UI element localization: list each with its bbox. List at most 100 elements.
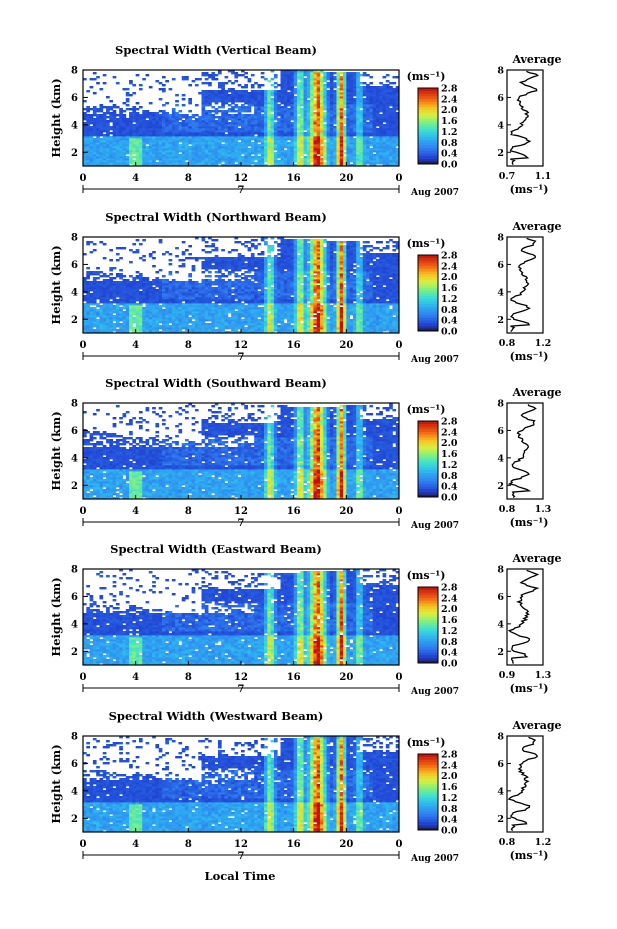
heatmap-cell (313, 86, 318, 89)
heatmap-cell (313, 78, 318, 81)
heatmap-cell (270, 132, 275, 135)
heatmap-cell (385, 74, 390, 77)
heatmap-cell (237, 96, 242, 99)
heatmap-cell (138, 150, 143, 153)
heatmap-cell (257, 158, 262, 161)
heatmap-cell (333, 110, 337, 113)
heatmap-cell (296, 90, 301, 93)
heatmap-cell (273, 98, 278, 101)
heatmap-cell (254, 124, 258, 127)
heatmap-cell (333, 100, 337, 103)
heatmap-cell (162, 309, 166, 312)
heatmap-cell (204, 126, 209, 129)
heatmap-cell (244, 154, 248, 157)
heatmap-cell (346, 116, 351, 119)
heatmap-cell (316, 94, 321, 97)
heatmap-cell (287, 84, 291, 87)
heatmap-cell (211, 92, 216, 95)
heatmap-cell (250, 114, 255, 117)
heatmap-cell (264, 148, 268, 151)
heatmap-cell (185, 128, 189, 131)
heatmap-cell (277, 144, 281, 147)
heatmap-cell (326, 156, 331, 159)
heatmap-cell (181, 241, 186, 244)
heatmap-cell (145, 136, 150, 139)
heatmap-cell (290, 142, 295, 145)
heatmap-cell (155, 80, 160, 83)
heatmap-cell (320, 150, 324, 153)
heatmap-cell (178, 116, 183, 119)
heatmap-cell (125, 92, 130, 95)
heatmap-cell (138, 140, 143, 143)
heatmap-cell (329, 80, 334, 83)
heatmap-cell (162, 76, 166, 79)
heatmap-cell (204, 110, 209, 113)
heatmap-cell (293, 78, 298, 81)
heatmap-cell (135, 112, 140, 115)
heatmap-cell (283, 138, 288, 141)
heatmap-cell (352, 116, 357, 119)
heatmap-cell (329, 156, 334, 159)
heatmap-cell (359, 164, 364, 167)
heatmap-cell (224, 156, 229, 159)
heatmap-cell (241, 156, 245, 159)
heatmap-cell (260, 162, 265, 165)
heatmap-cell (83, 118, 87, 121)
heatmap-cell (244, 122, 248, 125)
heatmap-cell (369, 76, 374, 79)
heatmap-cell (178, 110, 183, 113)
heatmap-cell (221, 100, 225, 103)
heatmap-cell (287, 96, 291, 99)
heatmap-cell (224, 128, 229, 131)
heatmap-cell (339, 138, 344, 141)
heatmap-cell (237, 122, 242, 125)
heatmap-cell (135, 142, 140, 145)
heatmap-cell (287, 88, 291, 91)
heatmap-cell (96, 126, 100, 129)
heatmap-cell (231, 92, 235, 95)
heatmap-cell (346, 148, 351, 151)
heatmap-cell (310, 126, 314, 129)
heatmap-cell (339, 96, 344, 99)
heatmap-cell (234, 120, 239, 123)
heatmap-cell (148, 112, 153, 115)
heatmap-cell (138, 257, 143, 260)
heatmap-cell (221, 150, 225, 153)
heatmap-cell (158, 148, 163, 151)
heatmap-cell (247, 108, 252, 111)
heatmap-cell (106, 152, 110, 155)
heatmap-cell (96, 130, 100, 133)
heatmap-cell (217, 84, 222, 87)
heatmap-cell (320, 138, 324, 141)
heatmap-cell (333, 98, 337, 101)
heatmap-cell (89, 142, 94, 145)
heatmap-cell (273, 140, 278, 143)
heatmap-cell (247, 110, 252, 113)
heatmap-cell (339, 154, 344, 157)
heatmap-cell (339, 112, 344, 115)
heatmap-cell (283, 100, 288, 103)
heatmap-cell (231, 144, 235, 147)
heatmap-cell (326, 96, 331, 99)
heatmap-cell (129, 134, 133, 137)
heatmap-cell (175, 94, 179, 97)
heatmap-cell (142, 126, 146, 129)
heatmap-cell (343, 112, 347, 115)
heatmap-cell (310, 84, 314, 87)
heatmap-cell (115, 106, 120, 109)
heatmap-cell (191, 122, 196, 125)
heatmap-cell (175, 130, 179, 133)
heatmap-cell (320, 152, 324, 155)
heatmap-cell (287, 104, 291, 107)
heatmap-cell (310, 104, 314, 107)
heatmap-cell (171, 164, 176, 167)
heatmap-cell (323, 74, 327, 77)
heatmap-cell (260, 156, 265, 159)
heatmap-cell (293, 82, 298, 85)
heatmap-cell (352, 78, 357, 81)
heatmap-cell (129, 162, 133, 165)
heatmap-cell (310, 76, 314, 79)
heatmap-cell (336, 164, 341, 167)
heatmap-cell (208, 140, 212, 143)
heatmap-cell (306, 144, 311, 147)
